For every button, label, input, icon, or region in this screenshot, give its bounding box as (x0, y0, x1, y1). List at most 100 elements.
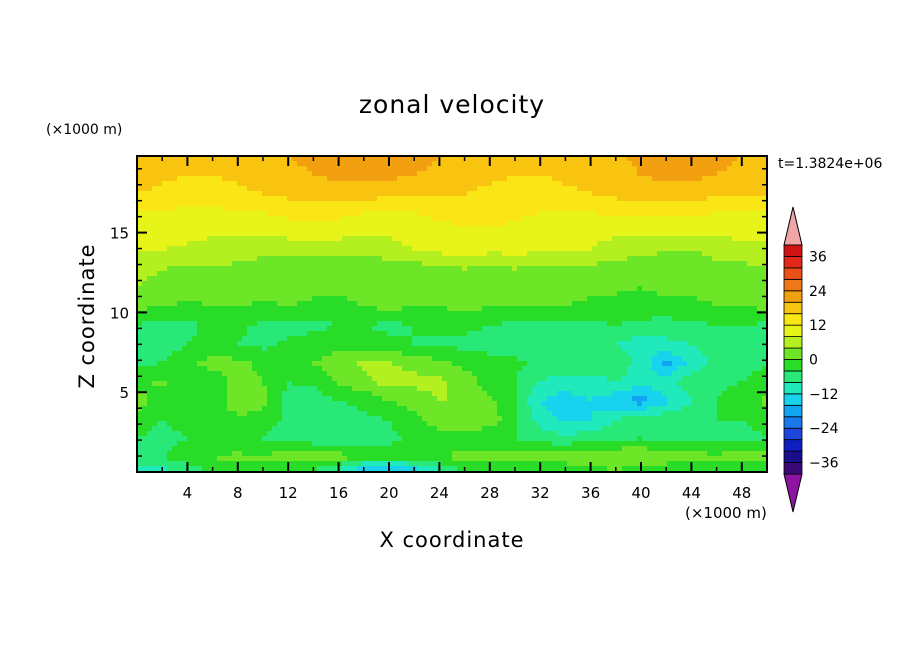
heatmap-cell (737, 236, 743, 242)
heatmap-cell (747, 286, 753, 292)
heatmap-cell (537, 186, 543, 192)
heatmap-cell (462, 321, 468, 327)
heatmap-cell (672, 221, 678, 227)
heatmap-cell (162, 216, 168, 222)
heatmap-cell (217, 201, 223, 207)
heatmap-cell (662, 211, 668, 217)
heatmap-cell (617, 236, 623, 242)
heatmap-cell (297, 216, 303, 222)
heatmap-cell (282, 161, 288, 167)
heatmap-cell (367, 316, 373, 322)
heatmap-cell (287, 211, 293, 217)
heatmap-cell (512, 221, 518, 227)
heatmap-cell (412, 176, 418, 182)
heatmap-cell (382, 231, 388, 237)
heatmap-cell (702, 271, 708, 277)
heatmap-cell (247, 321, 253, 327)
heatmap-cell (162, 286, 168, 292)
heatmap-cell (247, 171, 253, 177)
heatmap-cell (597, 211, 603, 217)
heatmap-cell (197, 156, 203, 162)
heatmap-cell (462, 191, 468, 197)
heatmap-cell (282, 251, 288, 257)
heatmap-cell (417, 291, 423, 297)
heatmap-cell (712, 331, 718, 337)
heatmap-cell (287, 261, 293, 267)
heatmap-cell (572, 336, 578, 342)
heatmap-cell (407, 201, 413, 207)
heatmap-cell (522, 331, 528, 337)
heatmap-cell (352, 336, 358, 342)
heatmap-cell (397, 166, 403, 172)
heatmap-cell (692, 191, 698, 197)
heatmap-cell (682, 346, 688, 352)
heatmap-cell (217, 196, 223, 202)
heatmap-cell (437, 216, 443, 222)
heatmap-cell (517, 316, 523, 322)
heatmap-cell (687, 326, 693, 332)
heatmap-cell (652, 241, 658, 247)
heatmap-cell (177, 321, 183, 327)
heatmap-cell (517, 206, 523, 212)
heatmap-cell (267, 266, 273, 272)
heatmap-cell (492, 321, 498, 327)
heatmap-cell (507, 166, 513, 172)
heatmap-cell (692, 246, 698, 252)
heatmap-cell (192, 231, 198, 237)
heatmap-cell (532, 346, 538, 352)
heatmap-cell (657, 251, 663, 257)
heatmap-cell (247, 246, 253, 252)
heatmap-cell (207, 291, 213, 297)
heatmap-cell (537, 321, 543, 327)
heatmap-cell (537, 246, 543, 252)
heatmap-cell (447, 266, 453, 272)
heatmap-cell (602, 291, 608, 297)
heatmap-cell (277, 226, 283, 232)
heatmap-cell (192, 161, 198, 167)
heatmap-cell (607, 176, 613, 182)
heatmap-cell (567, 201, 573, 207)
heatmap-cell (252, 311, 258, 317)
heatmap-cell (242, 266, 248, 272)
heatmap-cell (237, 231, 243, 237)
heatmap-cell (172, 181, 178, 187)
heatmap-cell (712, 216, 718, 222)
heatmap-cell (237, 311, 243, 317)
heatmap-cell (447, 316, 453, 322)
heatmap-cell (452, 251, 458, 257)
heatmap-cell (227, 156, 233, 162)
heatmap-cell (467, 316, 473, 322)
heatmap-cell (172, 206, 178, 212)
heatmap-cell (232, 351, 238, 357)
heatmap-cell (507, 276, 513, 282)
heatmap-cell (272, 156, 278, 162)
heatmap-cell (222, 231, 228, 237)
heatmap-cell (562, 166, 568, 172)
heatmap-cell (732, 201, 738, 207)
heatmap-cell (292, 261, 298, 267)
heatmap-cell (682, 241, 688, 247)
heatmap-cell (722, 186, 728, 192)
heatmap-cell (177, 231, 183, 237)
heatmap-cell (727, 271, 733, 277)
heatmap-cell (487, 346, 493, 352)
heatmap-cell (512, 211, 518, 217)
heatmap-cell (522, 321, 528, 327)
heatmap-cell (552, 171, 558, 177)
heatmap-cell (537, 306, 543, 312)
heatmap-cell (172, 166, 178, 172)
heatmap-cell (282, 261, 288, 267)
heatmap-cell (647, 336, 653, 342)
heatmap-cell (267, 296, 273, 302)
heatmap-cell (592, 316, 598, 322)
heatmap-cell (362, 291, 368, 297)
heatmap-cell (367, 206, 373, 212)
heatmap-cell (377, 336, 383, 342)
heatmap-cell (312, 336, 318, 342)
heatmap-cell (382, 321, 388, 327)
heatmap-cell (417, 191, 423, 197)
heatmap-cell (147, 211, 153, 217)
heatmap-cell (402, 271, 408, 277)
heatmap-cell (687, 301, 693, 307)
heatmap-cell (327, 296, 333, 302)
